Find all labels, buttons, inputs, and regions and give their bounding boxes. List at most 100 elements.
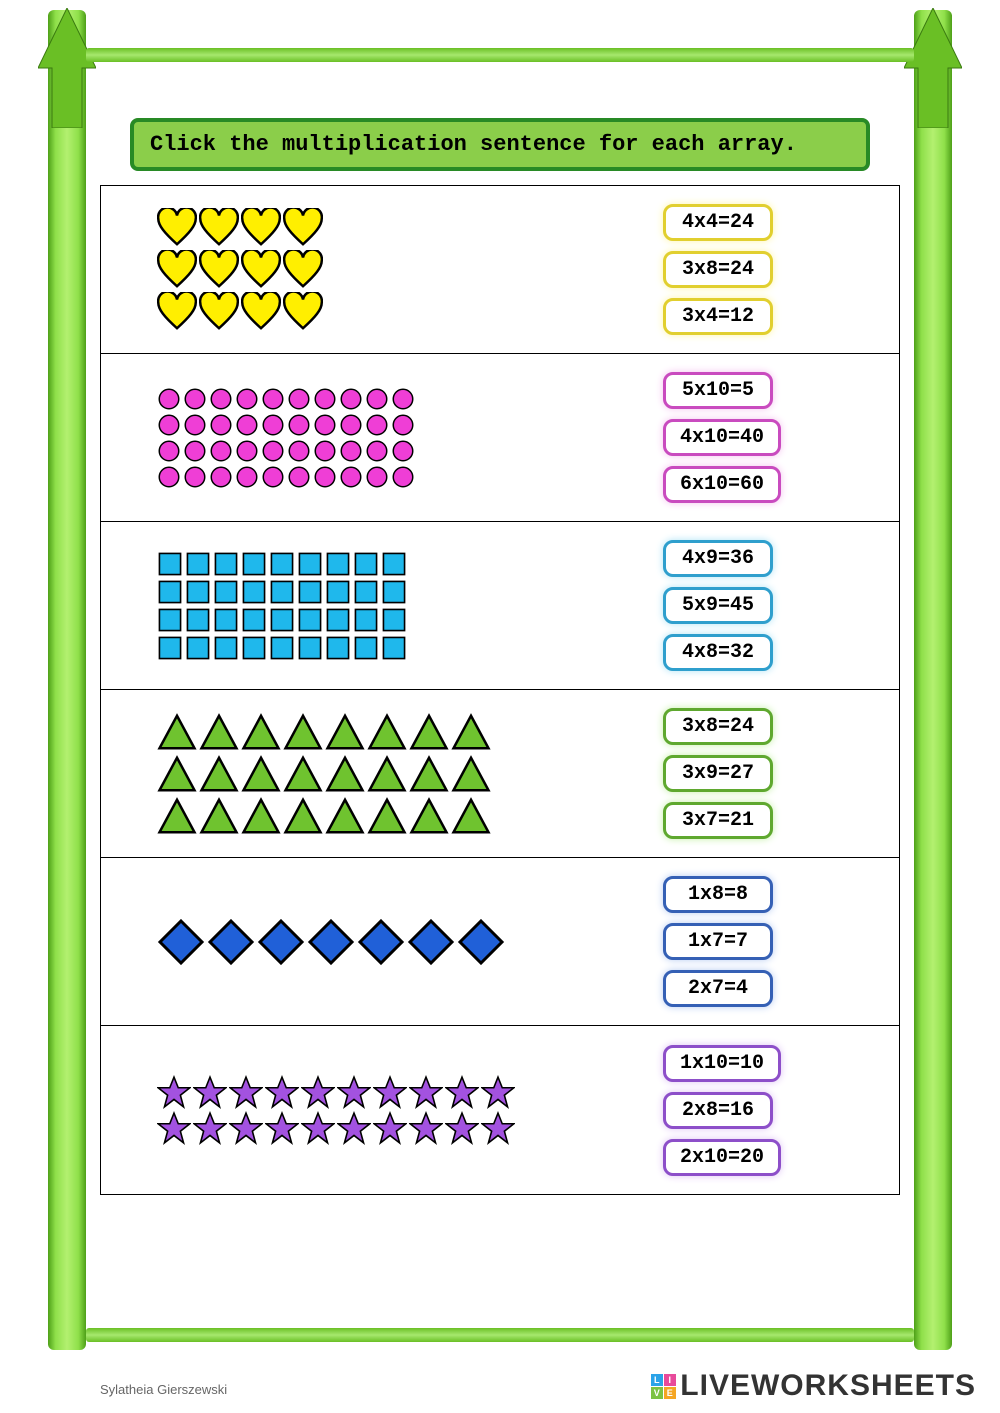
answer-option[interactable]: 2x7=4 (663, 970, 773, 1007)
circle-icon (235, 413, 259, 437)
star-icon (301, 1075, 335, 1109)
answers-group: 1x8=8 1x7=7 2x7=4 (663, 876, 883, 1007)
logo: L I V E LIVEWORKSHEETS (651, 1369, 976, 1403)
circle-icon (183, 413, 207, 437)
star-icon (445, 1111, 479, 1145)
diamond-icon (157, 918, 205, 966)
answer-option[interactable]: 1x10=10 (663, 1045, 781, 1082)
answer-option[interactable]: 4x4=24 (663, 204, 773, 241)
answer-option[interactable]: 4x8=32 (663, 634, 773, 671)
shape-row (157, 465, 415, 489)
circle-icon (235, 387, 259, 411)
square-icon (213, 579, 239, 605)
star-icon (373, 1111, 407, 1145)
square-icon (185, 551, 211, 577)
square-icon (241, 579, 267, 605)
problem-row: 1x10=10 2x8=16 2x10=20 (101, 1026, 899, 1194)
star-icon (373, 1075, 407, 1109)
shape-row (157, 579, 407, 605)
circle-icon (391, 413, 415, 437)
answer-option[interactable]: 1x7=7 (663, 923, 773, 960)
heart-icon (241, 208, 281, 248)
answer-option[interactable]: 4x10=40 (663, 419, 781, 456)
circle-icon (287, 387, 311, 411)
star-icon (229, 1111, 263, 1145)
square-icon (157, 635, 183, 661)
circle-icon (209, 465, 233, 489)
square-icon (325, 607, 351, 633)
shape-array (117, 551, 663, 661)
circle-icon (339, 439, 363, 463)
answer-option[interactable]: 3x8=24 (663, 708, 773, 745)
problem-row: 3x8=24 3x9=27 3x7=21 (101, 690, 899, 858)
star-icon (409, 1111, 443, 1145)
answer-option[interactable]: 3x9=27 (663, 755, 773, 792)
shape-row (157, 712, 491, 752)
pillar-left (48, 10, 86, 1350)
circle-icon (313, 439, 337, 463)
circle-icon (261, 465, 285, 489)
heart-icon (199, 292, 239, 332)
star-icon (445, 1075, 479, 1109)
square-icon (157, 551, 183, 577)
worksheet-page: Click the multiplication sentence for ea… (100, 70, 900, 1195)
heart-icon (199, 250, 239, 290)
star-icon (337, 1075, 371, 1109)
answer-option[interactable]: 2x8=16 (663, 1092, 773, 1129)
square-icon (185, 635, 211, 661)
shape-row (157, 754, 491, 794)
square-icon (297, 607, 323, 633)
square-icon (381, 635, 407, 661)
square-icon (297, 635, 323, 661)
answer-option[interactable]: 5x9=45 (663, 587, 773, 624)
answer-option[interactable]: 4x9=36 (663, 540, 773, 577)
triangle-icon (409, 754, 449, 794)
answer-option[interactable]: 1x8=8 (663, 876, 773, 913)
border-top (86, 48, 914, 62)
answers-group: 4x4=24 3x8=24 3x4=12 (663, 204, 883, 335)
circle-icon (391, 387, 415, 411)
circle-icon (313, 413, 337, 437)
diamond-icon (457, 918, 505, 966)
circle-icon (391, 439, 415, 463)
author-label: Sylatheia Gierszewski (100, 1382, 227, 1397)
circle-icon (339, 465, 363, 489)
circle-icon (209, 439, 233, 463)
answer-option[interactable]: 3x4=12 (663, 298, 773, 335)
triangle-icon (157, 712, 197, 752)
answer-option[interactable]: 3x7=21 (663, 802, 773, 839)
square-icon (353, 635, 379, 661)
star-icon (409, 1075, 443, 1109)
answer-option[interactable]: 6x10=60 (663, 466, 781, 503)
square-icon (269, 551, 295, 577)
answer-option[interactable]: 5x10=5 (663, 372, 773, 409)
problem-row: 1x8=8 1x7=7 2x7=4 (101, 858, 899, 1026)
circle-icon (183, 387, 207, 411)
square-icon (297, 579, 323, 605)
circle-icon (339, 413, 363, 437)
answers-group: 5x10=5 4x10=40 6x10=60 (663, 372, 883, 503)
shape-row (157, 208, 323, 248)
answer-option[interactable]: 3x8=24 (663, 251, 773, 288)
diamond-icon (307, 918, 355, 966)
circle-icon (183, 465, 207, 489)
circle-icon (183, 439, 207, 463)
heart-icon (283, 292, 323, 332)
star-icon (157, 1075, 191, 1109)
shape-row (157, 292, 323, 332)
diamond-icon (357, 918, 405, 966)
circle-icon (261, 413, 285, 437)
answer-option[interactable]: 2x10=20 (663, 1139, 781, 1176)
circle-icon (313, 387, 337, 411)
square-icon (213, 635, 239, 661)
triangle-icon (367, 796, 407, 836)
answers-group: 4x9=36 5x9=45 4x8=32 (663, 540, 883, 671)
shape-array (117, 387, 663, 489)
circle-icon (365, 387, 389, 411)
heart-icon (283, 208, 323, 248)
star-icon (481, 1111, 515, 1145)
circle-icon (209, 387, 233, 411)
triangle-icon (451, 712, 491, 752)
square-icon (185, 579, 211, 605)
logo-badge-icon: L I V E (651, 1374, 676, 1399)
